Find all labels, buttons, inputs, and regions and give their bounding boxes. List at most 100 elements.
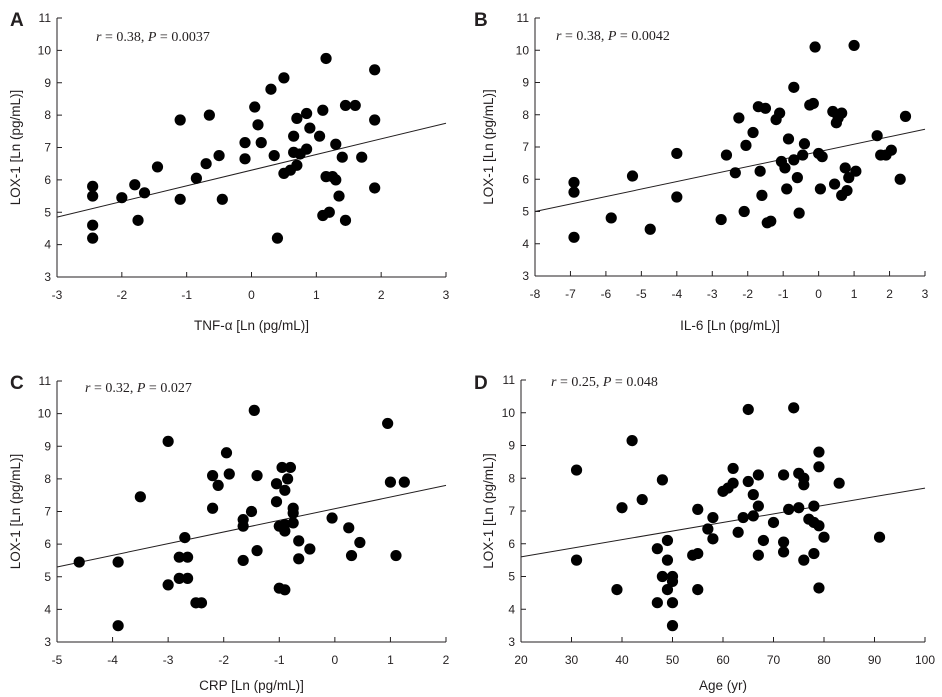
- data-point: [747, 489, 759, 501]
- data-point: [756, 189, 768, 201]
- x-tick-label: -5: [52, 653, 63, 667]
- data-point: [740, 139, 752, 151]
- y-tick-label: 11: [503, 373, 516, 387]
- data-point: [320, 52, 332, 65]
- y-tick-label: 9: [508, 439, 515, 453]
- data-point: [213, 149, 225, 162]
- data-point: [798, 554, 810, 566]
- x-tick-label: -5: [636, 287, 647, 301]
- stat-p-value: 0.0042: [631, 29, 670, 44]
- data-point: [237, 520, 249, 532]
- data-point: [848, 39, 860, 52]
- data-point: [747, 126, 759, 139]
- data-point: [752, 500, 764, 512]
- x-tick-label: 40: [615, 653, 629, 667]
- x-tick-label: -8: [530, 287, 541, 301]
- x-tick-label: 0: [815, 287, 822, 301]
- data-point: [239, 137, 251, 149]
- y-tick-label: 10: [38, 407, 52, 421]
- data-point: [245, 505, 258, 518]
- data-point: [781, 183, 793, 195]
- x-tick-label: 30: [565, 653, 579, 667]
- data-point: [339, 99, 352, 112]
- data-point: [788, 81, 800, 93]
- data-point: [702, 523, 714, 535]
- data-point: [727, 462, 739, 475]
- stat-annotation: r = 0.32, P = 0.027: [85, 381, 192, 396]
- data-point: [797, 149, 809, 161]
- data-point: [651, 597, 663, 609]
- data-point: [841, 184, 853, 197]
- data-point: [611, 584, 623, 596]
- data-point: [813, 461, 825, 473]
- data-point: [251, 545, 263, 557]
- data-point: [798, 138, 811, 150]
- data-point: [87, 180, 99, 192]
- stat-p-value: 0.0037: [171, 30, 210, 45]
- data-point: [284, 461, 296, 474]
- data-point: [287, 507, 299, 519]
- data-point: [134, 491, 146, 503]
- x-tick-label: 1: [851, 287, 858, 301]
- data-point: [270, 496, 283, 508]
- data-point: [181, 551, 194, 563]
- x-tick-label: 0: [248, 288, 255, 302]
- data-point: [778, 546, 790, 558]
- data-point: [282, 473, 294, 485]
- data-point: [765, 215, 777, 227]
- data-point: [839, 162, 851, 174]
- x-tick-label: -3: [707, 287, 718, 301]
- data-point: [200, 158, 212, 170]
- data-point: [87, 190, 99, 202]
- data-point: [808, 547, 820, 560]
- data-point: [151, 161, 164, 173]
- data-point: [778, 536, 790, 548]
- data-point: [212, 479, 224, 491]
- x-tick-label: -6: [601, 287, 612, 301]
- data-point: [287, 517, 299, 529]
- data-point: [752, 469, 764, 481]
- data-point: [291, 112, 303, 124]
- data-point: [398, 476, 410, 488]
- data-point: [651, 543, 663, 555]
- data-point: [336, 151, 348, 163]
- data-point: [116, 192, 128, 204]
- data-point: [828, 178, 841, 190]
- data-point: [384, 476, 397, 488]
- y-axis-label: LOX-1 [Ln (pg/mL)]: [481, 453, 496, 569]
- data-point: [288, 130, 300, 142]
- y-tick-label: 7: [522, 140, 529, 154]
- x-tick-label: 1: [313, 288, 320, 302]
- data-point: [782, 133, 795, 145]
- data-point: [291, 159, 303, 171]
- data-point: [707, 511, 719, 524]
- data-point: [747, 510, 759, 522]
- data-point: [814, 183, 827, 195]
- regression-line: [56, 484, 447, 568]
- x-tick-label: 90: [868, 653, 882, 667]
- data-point: [774, 107, 786, 119]
- panel-letter: D: [474, 373, 488, 394]
- data-point: [174, 193, 186, 205]
- x-tick-label: 100: [915, 653, 935, 667]
- x-axis-label: Age (yr): [699, 678, 747, 693]
- x-tick-label: 80: [817, 653, 831, 667]
- x-axis-label: CRP [Ln (pg/mL)]: [199, 678, 304, 693]
- data-point: [833, 477, 845, 489]
- data-point: [239, 153, 251, 165]
- data-point: [301, 107, 313, 120]
- y-tick-label: 7: [508, 504, 515, 518]
- panel-a: Ar = 0.38, P = 0.0037 3 4 5 6 7 8 9 10 11 -3 -2 -1 0 1…: [8, 10, 450, 333]
- data-point: [279, 584, 291, 596]
- x-tick-label: -7: [565, 287, 576, 301]
- data-point: [132, 214, 144, 226]
- data-point: [666, 575, 679, 588]
- x-tick-label: 60: [716, 653, 730, 667]
- data-point: [793, 502, 805, 514]
- data-point: [356, 151, 368, 163]
- x-tick-label: 2: [886, 287, 893, 301]
- data-point: [343, 522, 355, 534]
- data-point: [268, 149, 280, 162]
